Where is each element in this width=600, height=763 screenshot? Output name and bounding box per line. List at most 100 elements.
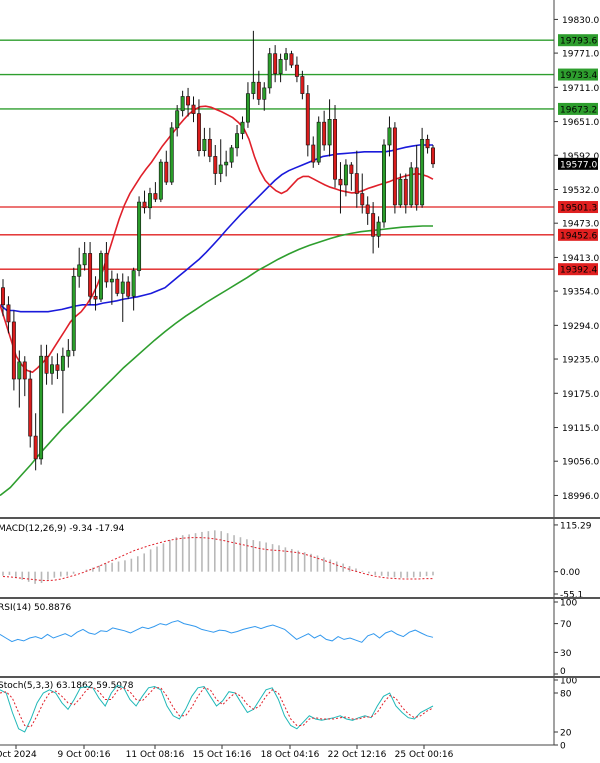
candle-body — [382, 144, 386, 223]
candle-body — [229, 147, 234, 163]
main-y-tick-label: 19771.0 — [562, 50, 599, 60]
main-y-tick-label: 19473.0 — [562, 220, 599, 230]
macd-signal-line — [2, 537, 433, 582]
x-tick-label: 11 Oct 08:16 — [126, 750, 185, 759]
candle-body — [33, 435, 38, 460]
candle-body — [267, 53, 272, 89]
candle-body — [66, 350, 71, 357]
candle-body — [28, 378, 33, 437]
candle-body — [371, 213, 376, 237]
candle-body — [327, 119, 332, 146]
candle-body — [50, 364, 54, 374]
main-y-tick-label: 19056.0 — [562, 458, 599, 468]
price-level-tag — [558, 34, 598, 47]
price-level-label: 19501.3 — [560, 204, 597, 214]
rsi-label: RSI(14) 50.8876 — [0, 603, 71, 613]
candle-body — [360, 193, 365, 206]
candle-body — [196, 113, 201, 151]
price-level-label: 19793.6 — [560, 37, 597, 47]
price-level-label: 19392.4 — [560, 266, 597, 276]
rsi-y-tick-label: 30 — [560, 649, 572, 659]
main-y-tick-label: 19354.0 — [562, 288, 599, 298]
candle-body — [278, 59, 283, 74]
candle-body — [289, 53, 294, 66]
price-level-tag — [558, 263, 598, 276]
macd-label: MACD(12,26,9) -9.34 -17.94 — [0, 524, 125, 534]
candle-body — [392, 127, 397, 206]
candle-body — [11, 321, 16, 380]
candle-body — [6, 304, 11, 323]
candle-body — [256, 81, 261, 100]
rsi-y-tick-label: 0 — [560, 667, 566, 677]
candle-body — [115, 278, 120, 294]
candle-body — [109, 278, 114, 283]
main-y-tick-label: 19413.0 — [562, 254, 599, 264]
rsi-line — [0, 620, 434, 643]
candle-body — [147, 193, 152, 209]
stoch-k-line — [0, 684, 434, 733]
candle-body — [365, 204, 370, 214]
main-y-tick-label: 19294.0 — [562, 322, 599, 332]
candle-body — [17, 361, 22, 380]
candle-body — [224, 161, 229, 166]
moving-average-slow — [0, 225, 433, 497]
macd-y-tick-label: -55.1 — [560, 591, 583, 601]
candle-body — [354, 173, 359, 194]
candle-body — [300, 76, 305, 94]
candle-body — [349, 164, 354, 174]
candle-body — [142, 201, 147, 209]
candle-body — [420, 138, 425, 206]
candle-body — [22, 361, 27, 380]
chart-frame — [0, 0, 600, 746]
price-level-label: 19733.4 — [560, 71, 597, 81]
candle-body — [284, 53, 289, 60]
candle-body — [77, 264, 82, 277]
candle-body — [93, 295, 98, 300]
candle-body — [44, 355, 49, 374]
x-tick-label: 25 Oct 00:16 — [395, 750, 454, 759]
price-level-tag — [558, 201, 598, 214]
main-y-tick-label: 19532.0 — [562, 186, 599, 196]
stoch-y-tick-label: 100 — [560, 677, 577, 687]
stoch-label: Stoch(5,3,3) 63.1862 59.5078 — [0, 681, 134, 691]
main-y-tick-label: 19175.0 — [562, 390, 599, 400]
candle-body — [202, 138, 207, 151]
candle-body — [425, 138, 430, 149]
candle-body — [164, 161, 169, 183]
candle-body — [333, 119, 337, 180]
candle-body — [191, 104, 196, 114]
candle-body — [131, 270, 136, 297]
macd-y-tick-label: 115.29 — [560, 521, 592, 531]
main-y-tick-label: 19235.0 — [562, 356, 599, 366]
candle-body — [120, 281, 125, 294]
price-level-label: 19673.2 — [560, 105, 597, 115]
candle-body — [245, 93, 250, 123]
candle-body — [88, 253, 93, 297]
candle-body — [343, 164, 348, 186]
price-panel: 19830.0 19771.0 19711.0 19651.0 19592.0 19532… — [0, 16, 599, 502]
candle-body — [137, 201, 142, 271]
main-y-tick-label: 19651.0 — [562, 118, 599, 128]
main-y-tick-label: 19592.0 — [562, 152, 599, 162]
x-tick-label: 9 Oct 00:16 — [58, 750, 111, 759]
candle-body — [180, 96, 185, 112]
candle-body — [338, 178, 343, 186]
stoch-y-tick-label: 80 — [560, 690, 572, 700]
main-y-tick-label: 18996.0 — [562, 492, 599, 502]
candle-body — [294, 64, 299, 77]
candle-body — [71, 275, 76, 351]
current-price-label: 19577.0 — [560, 160, 597, 170]
candle-body — [262, 87, 267, 100]
time-axis: Oct 2024 9 Oct 00:16 11 Oct 08:16 15 Oct 16… — [0, 745, 454, 760]
candle-body — [175, 110, 180, 129]
main-y-tick-label: 19830.0 — [562, 16, 599, 26]
candle-body — [1, 287, 5, 306]
rsi-y-tick-label: 70 — [560, 620, 572, 630]
candle-body — [240, 121, 245, 134]
main-y-tick-label: 19711.0 — [562, 84, 599, 94]
x-tick-label: 22 Oct 12:16 — [328, 750, 387, 759]
candle-body — [60, 355, 65, 371]
candle-body — [305, 93, 310, 146]
